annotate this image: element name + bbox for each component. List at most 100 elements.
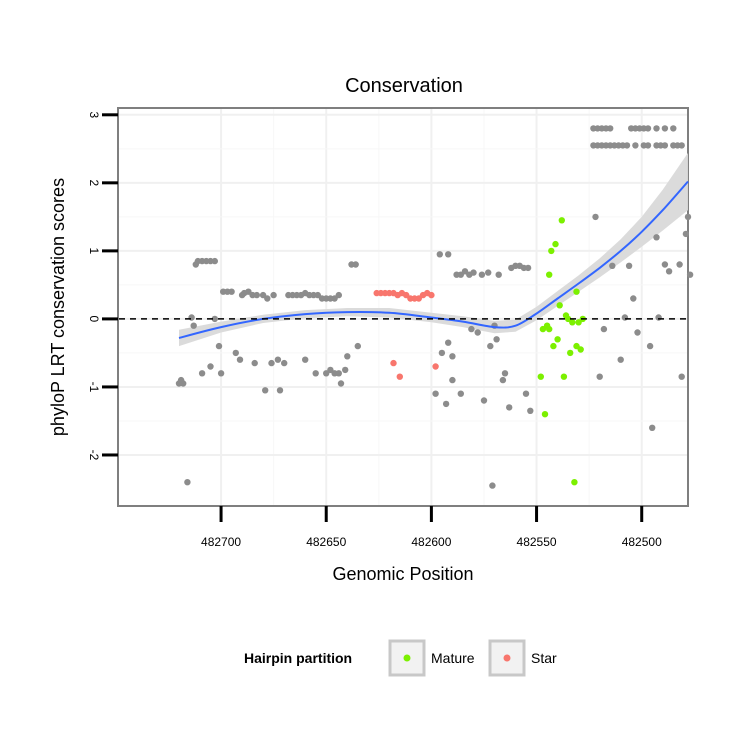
confidence-ribbon-layer <box>179 152 688 347</box>
data-point-other <box>506 404 513 411</box>
y-tick-label: -1 <box>87 382 101 393</box>
y-tick-label: 3 <box>87 111 101 118</box>
data-point-star <box>396 373 403 380</box>
data-point-other <box>276 387 284 394</box>
data-point-other <box>438 349 446 357</box>
data-point-other <box>190 322 197 329</box>
data-point-other <box>678 142 685 149</box>
data-point-other <box>617 356 624 363</box>
legend: Hairpin partition Mature Star <box>244 639 557 677</box>
data-point-mature <box>569 319 576 326</box>
data-point-other <box>634 329 641 336</box>
data-point-other <box>312 370 319 377</box>
legend-label-mature: Mature <box>431 650 475 666</box>
data-point-mature <box>573 288 580 295</box>
data-point-other <box>270 291 277 299</box>
data-point-other <box>661 125 669 132</box>
data-point-other <box>232 349 239 357</box>
data-point-other <box>480 397 488 404</box>
data-point-other <box>188 314 195 321</box>
data-point-other <box>344 353 351 360</box>
data-point-mature <box>550 342 557 350</box>
data-point-other <box>524 264 532 272</box>
data-point-other <box>449 376 456 384</box>
data-point-other <box>609 262 616 269</box>
data-point-other <box>678 373 685 380</box>
x-tick-label: 482550 <box>517 535 557 549</box>
y-axis-title: phyloP LRT conservation scores <box>48 178 68 436</box>
data-point-other <box>485 269 492 276</box>
data-point-other <box>495 271 502 278</box>
data-point-other <box>644 125 652 132</box>
smooth-line <box>178 180 689 339</box>
data-point-other <box>442 400 450 408</box>
data-point-other <box>623 142 631 149</box>
data-point-other <box>352 261 359 268</box>
data-point-other <box>522 390 530 397</box>
x-axis-title: Genomic Position <box>332 564 473 584</box>
data-point-other <box>354 342 361 350</box>
data-point-other <box>644 142 652 149</box>
y-tick-label: 2 <box>87 179 101 186</box>
data-point-other <box>207 363 214 370</box>
data-point-other <box>632 142 639 149</box>
data-point-other <box>499 376 507 384</box>
data-point-other <box>646 342 654 350</box>
data-point-other <box>653 234 660 241</box>
data-point-other <box>596 373 603 380</box>
data-point-other <box>445 339 452 346</box>
data-point-mature <box>556 302 563 309</box>
data-point-other <box>251 359 258 367</box>
data-point-other <box>342 366 349 374</box>
data-point-other <box>180 380 187 387</box>
data-point-mature <box>552 240 559 248</box>
data-point-other <box>253 291 260 299</box>
data-point-other <box>682 230 690 238</box>
data-point-mature <box>546 325 553 333</box>
data-point-other <box>236 356 244 363</box>
data-point-other <box>337 380 345 387</box>
data-point-other <box>457 390 464 397</box>
data-point-other <box>665 268 673 275</box>
data-point-other <box>621 314 629 321</box>
data-point-other <box>607 125 614 132</box>
data-point-other <box>198 370 206 377</box>
legend-dot-mature <box>403 654 411 662</box>
data-point-other <box>478 271 486 278</box>
data-point-other <box>449 353 456 360</box>
data-point-mature <box>546 271 553 278</box>
data-point-other <box>487 342 494 350</box>
data-point-other <box>489 482 496 489</box>
x-tick-label: 482600 <box>411 535 451 549</box>
data-point-other <box>600 325 608 333</box>
data-point-mature <box>548 247 555 255</box>
data-point-other <box>501 370 509 377</box>
legend-dot-star <box>503 654 511 662</box>
x-tick-label: 482650 <box>306 535 346 549</box>
data-point-other <box>592 213 599 221</box>
data-point-other <box>184 479 191 486</box>
data-point-other <box>527 407 534 414</box>
data-point-other <box>661 261 669 268</box>
data-point-other <box>474 329 481 336</box>
data-point-other <box>661 142 669 149</box>
data-point-other <box>335 291 342 299</box>
data-point-mature <box>571 479 578 486</box>
data-point-other <box>215 342 223 350</box>
data-point-mature <box>554 336 561 343</box>
y-tick-label: 0 <box>87 316 101 323</box>
data-point-other <box>686 271 694 278</box>
y-axis: -2 -1 0 1 2 3 <box>87 111 118 461</box>
confidence-ribbon <box>179 152 688 347</box>
data-point-other <box>211 315 218 323</box>
data-point-other <box>649 424 656 431</box>
plot-panel <box>117 107 689 507</box>
data-point-star <box>432 363 439 370</box>
data-point-other <box>461 268 469 275</box>
data-point-mature <box>541 411 549 418</box>
data-point-other <box>281 359 288 367</box>
y-tick-label: 1 <box>87 248 101 255</box>
data-point-other <box>217 370 225 377</box>
x-tick-label: 482700 <box>201 535 241 549</box>
data-point-other <box>302 356 309 363</box>
